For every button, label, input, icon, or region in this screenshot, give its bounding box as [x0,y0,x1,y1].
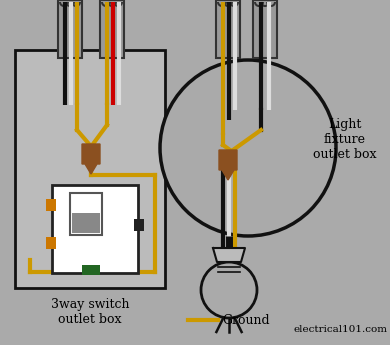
FancyBboxPatch shape [58,0,82,58]
Bar [82,265,100,275]
FancyBboxPatch shape [100,0,124,58]
Bar [134,219,144,231]
FancyBboxPatch shape [15,50,165,288]
Circle shape [160,60,336,236]
Text: Ground: Ground [222,314,269,326]
FancyArrow shape [82,144,100,174]
FancyArrow shape [219,150,237,180]
FancyBboxPatch shape [216,0,240,58]
Bar [72,213,100,233]
Bar [70,193,102,235]
FancyBboxPatch shape [253,0,277,58]
Bar [70,193,102,235]
Text: Light
fixture
outlet box: Light fixture outlet box [313,118,377,161]
Bar [52,185,138,273]
Bar [46,199,56,211]
Polygon shape [213,248,245,262]
Text: 3way switch
outlet box: 3way switch outlet box [51,298,129,326]
Bar [46,237,56,249]
Text: electrical101.com: electrical101.com [294,325,388,334]
Circle shape [201,262,257,318]
